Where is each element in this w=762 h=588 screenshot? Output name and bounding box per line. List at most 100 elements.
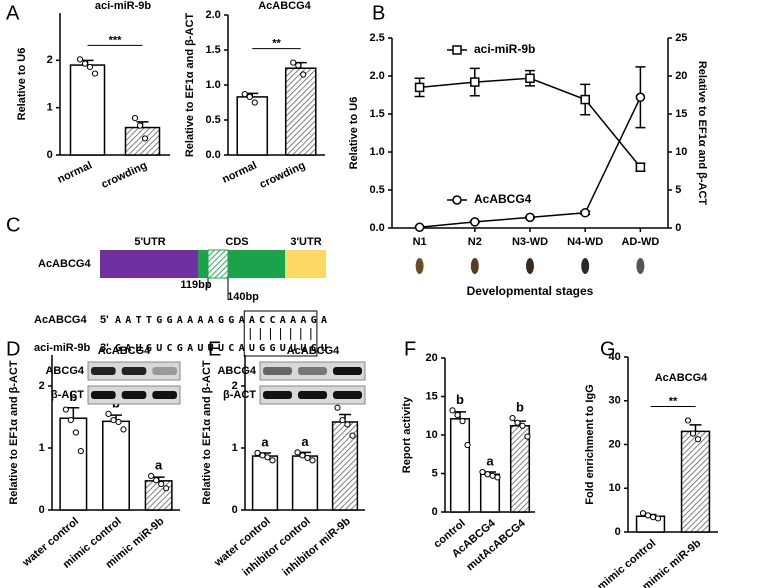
insect-icon: [581, 258, 590, 274]
group-letter: b: [69, 389, 77, 404]
blot-label: β-ACT: [51, 389, 84, 401]
y-tick-label: 0.5: [370, 184, 385, 196]
x-tick-label: AD-WD: [621, 236, 659, 248]
data-point: [449, 407, 456, 414]
data-point: [120, 426, 127, 433]
y-tick-label: 20: [426, 352, 438, 364]
marker: [525, 73, 535, 84]
position-label: 119bp: [180, 279, 211, 291]
data-point: [644, 512, 652, 519]
marker: [470, 77, 480, 87]
group-letter: a: [261, 434, 269, 449]
y-tick-label: 2: [232, 380, 238, 392]
bar: [284, 67, 317, 156]
data-point: [494, 474, 501, 481]
panel-label: E: [208, 338, 221, 360]
panel-label: C: [6, 214, 20, 236]
data-point: [141, 135, 149, 142]
chart-title: AcABCG4: [655, 372, 708, 384]
data-point: [81, 60, 89, 67]
bar: [251, 455, 279, 511]
sequence-end: 3': [100, 342, 109, 354]
blot-band: [152, 391, 177, 399]
x-tick-label: inhibitor control: [240, 515, 312, 578]
gene-name: AcABCG4: [38, 258, 91, 270]
y-tick-label: 2.0: [206, 9, 221, 21]
data-point: [246, 93, 253, 101]
blot-band: [121, 391, 147, 399]
data-point: [514, 419, 521, 426]
y-tick-label: 15: [426, 390, 438, 402]
y-tick-label: 2.5: [370, 32, 385, 44]
insect-icon: [636, 258, 645, 274]
y-axis-label: Relative to U6: [348, 97, 360, 170]
blot-band: [298, 367, 327, 375]
y-tick-label: 5: [675, 184, 681, 196]
panel-label: B: [372, 2, 385, 24]
marker: [414, 222, 425, 232]
y-tick-label: 15: [675, 108, 687, 120]
data-point: [639, 510, 647, 517]
x-tick-label: normal: [56, 159, 94, 185]
insect-icon: [526, 258, 534, 274]
y-tick-label: 2: [39, 380, 45, 392]
data-point: [524, 433, 531, 440]
chart-title: AcABCG4: [287, 345, 340, 357]
marker: [470, 217, 480, 227]
marker: [580, 208, 590, 218]
x-tick-label: N4-WD: [567, 236, 603, 248]
x-tick-label: inhibitor miR-9b: [280, 515, 353, 579]
region-label: CDS: [225, 236, 248, 248]
insect-icon: [415, 258, 424, 274]
panel-label: D: [6, 338, 20, 360]
data-point: [148, 472, 155, 479]
y-tick-label: 10: [675, 146, 687, 158]
blot-band: [333, 367, 362, 375]
sequence: GAUGUCGAUUUCAUGGUUUCU: [115, 343, 327, 354]
x-tick-label: normal: [220, 159, 258, 185]
data-point: [349, 432, 356, 439]
data-point: [254, 449, 261, 457]
x-tick-label: crowding: [258, 159, 307, 191]
blot-band: [152, 367, 177, 375]
data-point: [62, 406, 69, 413]
blot-band: [298, 391, 327, 399]
y-tick-label: 20: [609, 438, 621, 450]
blot-band: [263, 391, 292, 399]
region-label: 5'UTR: [134, 236, 165, 248]
data-point: [163, 485, 170, 492]
y-axis-label: Fold enrichment to IgG: [584, 384, 596, 504]
y-tick-label: 10: [609, 482, 621, 494]
legend-marker: [452, 45, 462, 55]
data-point: [290, 59, 297, 66]
sequence: AATTGGAAAAGGAACCAAAGA: [115, 315, 327, 326]
bar: [449, 418, 471, 513]
marker: [635, 162, 646, 172]
data-point: [76, 56, 84, 63]
y-axis-label: Relative to EF1α and β-ACT: [184, 13, 196, 158]
data-point: [464, 441, 471, 449]
data-point: [115, 418, 122, 426]
error-bar: [67, 406, 80, 419]
y-tick-label: 0: [232, 504, 238, 516]
data-point: [339, 417, 346, 424]
data-point: [251, 99, 258, 106]
data-point: [300, 71, 307, 78]
y-tick-label: 40: [609, 351, 621, 363]
data-point: [299, 452, 306, 459]
y-tick-label: 0: [39, 504, 45, 516]
y-tick-label: 1: [47, 102, 53, 114]
x-tick-label: N2: [468, 236, 482, 248]
data-point: [489, 472, 496, 479]
bar: [69, 64, 106, 156]
significance-label: **: [272, 38, 281, 50]
y2-axis-label: Relative to EF1α and β-ACT: [696, 61, 708, 206]
insect-icon: [470, 258, 479, 274]
gene-region: [228, 250, 285, 278]
data-point: [344, 421, 351, 428]
data-point: [136, 122, 144, 129]
blot-band: [91, 367, 116, 375]
y-tick-label: 1.0: [370, 146, 385, 158]
data-point: [241, 91, 248, 98]
